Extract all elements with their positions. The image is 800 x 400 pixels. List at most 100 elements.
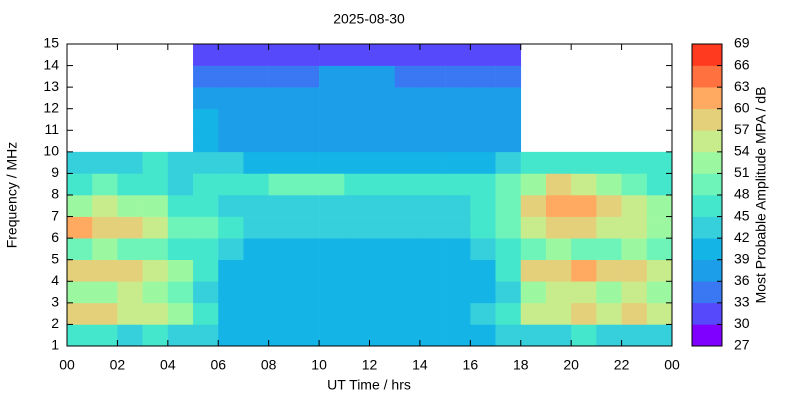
heat-cell <box>470 87 496 110</box>
heat-cell <box>571 195 597 217</box>
heat-cell <box>470 302 496 325</box>
heat-cell <box>67 216 93 239</box>
heat-cell <box>369 44 396 66</box>
colorbar-tick-label: 45 <box>734 207 750 223</box>
heat-cell <box>67 281 93 304</box>
heat-cell <box>520 195 547 217</box>
heat-cell <box>319 65 345 88</box>
heat-cell <box>445 173 471 196</box>
heat-cell <box>495 108 522 131</box>
heat-cell <box>571 151 597 174</box>
heat-cell <box>243 65 269 88</box>
colorbar-band <box>692 151 722 174</box>
heat-cell <box>621 281 648 304</box>
x-tick-label: 00 <box>664 357 680 373</box>
heat-cell <box>344 238 370 261</box>
heat-cell <box>369 173 396 196</box>
heat-cell <box>520 324 547 347</box>
heat-cell <box>218 302 244 325</box>
heat-cell <box>445 87 471 110</box>
x-tick-label: 00 <box>59 357 75 373</box>
heat-cell <box>293 324 320 347</box>
heat-cell <box>268 324 295 347</box>
heat-cell <box>243 173 269 196</box>
heat-cell <box>470 108 496 131</box>
heat-cell <box>142 195 169 217</box>
heat-cell <box>621 216 648 239</box>
heat-cell <box>369 238 396 261</box>
heat-cell <box>319 173 345 196</box>
heat-cell <box>646 216 673 239</box>
heat-cell <box>243 87 269 110</box>
heat-cell <box>394 281 421 304</box>
colorbar-tick-label: 48 <box>734 186 750 202</box>
heat-cell <box>621 173 648 196</box>
heat-cell <box>319 87 345 110</box>
heat-cell <box>394 324 421 347</box>
heat-cell <box>243 281 269 304</box>
heat-cell <box>394 238 421 261</box>
heat-cell <box>293 65 320 88</box>
heat-cell <box>193 195 219 217</box>
heat-cell <box>495 195 522 217</box>
heat-cell <box>369 302 396 325</box>
heat-cell <box>67 302 93 325</box>
heat-cell <box>167 324 194 347</box>
heat-cell <box>470 238 496 261</box>
heat-cell <box>495 130 522 153</box>
heat-cell <box>571 216 597 239</box>
heat-cell <box>646 324 673 347</box>
heat-cell <box>394 302 421 325</box>
heat-cell <box>470 195 496 217</box>
heat-cell <box>117 324 143 347</box>
heat-cell <box>218 259 244 282</box>
heat-cell <box>394 195 421 217</box>
heat-cell <box>571 302 597 325</box>
heat-cell <box>571 281 597 304</box>
heat-cell <box>319 259 345 282</box>
heat-cell <box>419 87 446 110</box>
heat-cell <box>495 173 522 196</box>
heat-cell <box>243 259 269 282</box>
heat-cell <box>621 238 648 261</box>
heat-cell <box>445 65 471 88</box>
heat-cell <box>470 173 496 196</box>
heat-cell <box>545 324 572 347</box>
heat-cell <box>470 130 496 153</box>
heat-cell <box>646 238 673 261</box>
heat-cell <box>621 302 648 325</box>
heat-cell <box>142 173 169 196</box>
heat-cell <box>268 302 295 325</box>
heat-cell <box>293 302 320 325</box>
colorbar-band <box>692 87 722 110</box>
y-tick-label: 10 <box>43 143 59 159</box>
heat-cell <box>369 195 396 217</box>
y-tick-label: 15 <box>43 35 59 51</box>
heat-cell <box>445 151 471 174</box>
heat-cell <box>193 130 219 153</box>
heat-cell <box>268 173 295 196</box>
heat-cell <box>218 281 244 304</box>
colorbar-tick-label: 27 <box>734 337 750 353</box>
heat-cell <box>142 281 169 304</box>
heat-cell <box>646 151 673 174</box>
y-axis-label: Frequency / MHz <box>4 142 20 249</box>
heat-cell <box>470 281 496 304</box>
colorbar-label: Most Probable Amplitude MPA / dB <box>753 87 769 304</box>
heat-cell <box>571 259 597 282</box>
heat-cell <box>419 108 446 131</box>
heat-cell <box>545 302 572 325</box>
heat-cell <box>218 87 244 110</box>
colorbar-tick-label: 60 <box>734 99 750 115</box>
x-tick-label: 02 <box>110 357 126 373</box>
heat-cell <box>621 195 648 217</box>
heat-cell <box>218 44 244 66</box>
heat-cell <box>344 108 370 131</box>
heat-cell <box>545 259 572 282</box>
heat-cell <box>268 281 295 304</box>
heat-cell <box>344 195 370 217</box>
heat-cell <box>520 151 547 174</box>
heat-cell <box>193 87 219 110</box>
heat-cell <box>419 195 446 217</box>
